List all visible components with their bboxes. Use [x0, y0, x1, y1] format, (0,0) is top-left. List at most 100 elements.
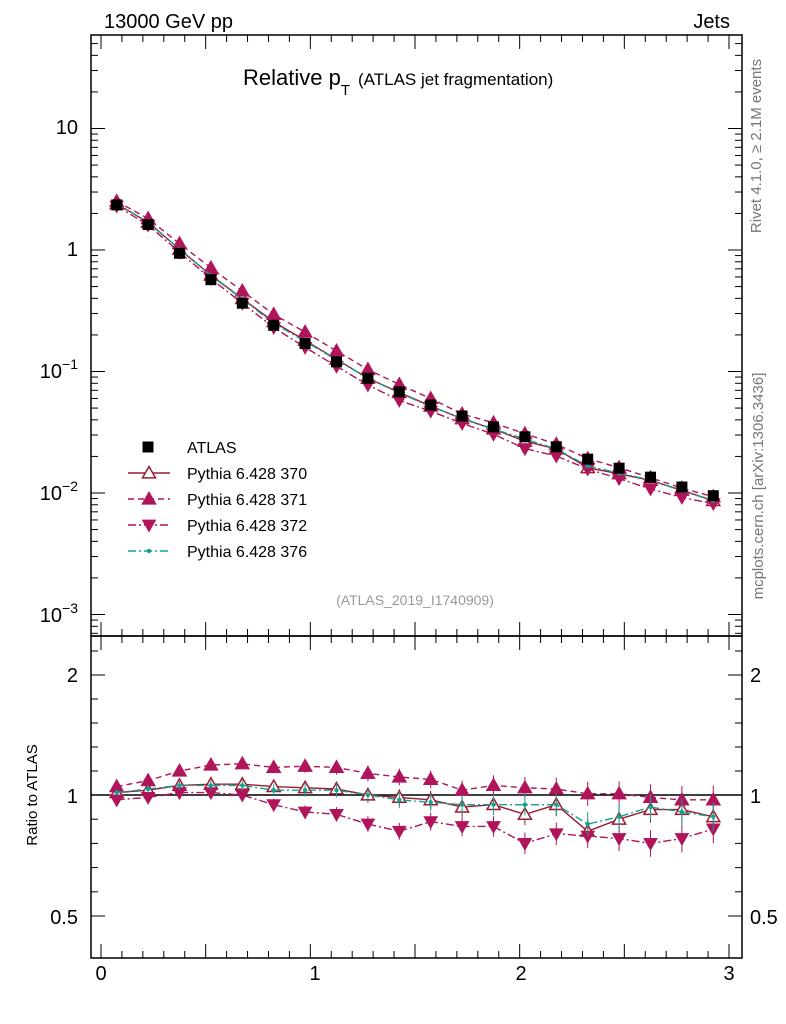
- ratio-marker-4: [711, 814, 716, 819]
- ratio-tick-label-1-left: 1: [67, 786, 78, 808]
- legend-label-2: Pythia 6.428 371: [187, 492, 307, 509]
- ratio-marker-3: [423, 816, 439, 830]
- main-marker-2: [171, 235, 188, 250]
- main-marker-3: [517, 443, 533, 457]
- ratio-marker-2: [328, 759, 345, 774]
- ratio-marker-2: [234, 755, 251, 770]
- ratio-marker-2: [611, 785, 627, 800]
- ratio-tick-label-1-right: 1: [750, 786, 761, 808]
- data-point-atlas: [645, 471, 656, 483]
- data-point-atlas: [174, 247, 185, 259]
- ratio-marker-3: [329, 808, 344, 822]
- data-point-atlas: [488, 421, 499, 433]
- ratio-marker-3: [454, 821, 470, 834]
- data-point-atlas: [550, 441, 562, 453]
- data-point-atlas: [268, 319, 280, 331]
- ratio-line-4: [116, 784, 714, 825]
- ratio-tick-label-2-left: 2: [67, 665, 78, 687]
- main-marker-2: [234, 282, 251, 297]
- ratio-marker-2: [485, 777, 502, 792]
- legend-label-4: Pythia 6.428 376: [187, 544, 307, 561]
- main-marker-3: [674, 492, 690, 505]
- legend-marker-4: [146, 548, 152, 554]
- ratio-marker-4: [616, 814, 622, 819]
- ratio-marker-4: [334, 788, 339, 793]
- ratio-line-2: [116, 763, 714, 801]
- ratio-marker-4: [522, 802, 528, 807]
- ratio-marker-2: [265, 759, 282, 774]
- data-point-atlas: [299, 338, 311, 350]
- legend-label-1: Pythia 6.428 370: [187, 466, 307, 483]
- ratio-marker-4: [145, 786, 151, 792]
- data-point-atlas: [582, 453, 594, 465]
- ratio-marker-4: [114, 790, 119, 795]
- ratio-line-3: [116, 791, 714, 845]
- ratio-marker-4: [491, 802, 496, 807]
- data-point-atlas: [393, 386, 405, 398]
- ratio-marker-4: [679, 809, 685, 815]
- legend-marker-3: [141, 519, 157, 533]
- y-tick-label-0.1: 10−1: [40, 356, 78, 383]
- ratio-marker-4: [459, 802, 465, 807]
- ratio-marker-2: [360, 765, 376, 780]
- x-tick-label-3: 3: [723, 963, 734, 985]
- main-marker-2: [265, 306, 282, 321]
- data-point-atlas: [707, 490, 719, 502]
- data-point-atlas: [331, 356, 342, 368]
- ratio-marker-3: [611, 833, 627, 847]
- ratio-marker-2: [140, 772, 156, 787]
- ratio-panel-frame: [90, 635, 743, 959]
- energy-label: 13000 GeV pp: [104, 11, 233, 33]
- main-series-group: [108, 193, 722, 512]
- ratio-marker-4: [240, 783, 245, 788]
- ratio-marker-3: [109, 794, 125, 808]
- ratio-marker-2: [171, 762, 188, 777]
- ratio-marker-4: [271, 788, 276, 793]
- ratio-marker-3: [266, 799, 282, 813]
- ratio-marker-2: [203, 756, 219, 771]
- data-point-atlas: [142, 219, 154, 231]
- axis-ticks: [91, 35, 742, 958]
- data-point-atlas: [236, 297, 248, 309]
- y-tick-label-10: 10: [56, 117, 78, 139]
- x-tick-label-0: 0: [95, 963, 106, 985]
- data-point-atlas: [519, 431, 531, 443]
- ratio-series-group: [108, 755, 722, 857]
- ratio-marker-4: [302, 788, 308, 793]
- ratio-marker-2: [391, 768, 408, 783]
- main-marker-4: [585, 463, 590, 469]
- y-tick-label-0.01: 10−2: [40, 478, 78, 505]
- data-point-atlas: [362, 372, 374, 384]
- ratio-marker-4: [428, 800, 433, 805]
- ratio-marker-4: [554, 802, 559, 807]
- ratio-marker-4: [397, 797, 402, 803]
- analysis-label: (ATLAS_2019_I1740909): [336, 592, 494, 608]
- main-line-4: [116, 203, 714, 502]
- x-tick-label-1: 1: [309, 963, 320, 985]
- ratio-ylabel: Ratio to ATLAS: [24, 744, 41, 845]
- x-tick-label-2: 2: [515, 963, 526, 985]
- y-tick-label-0.001: 10−3: [40, 600, 78, 627]
- data-point-atlas: [613, 462, 625, 474]
- ratio-marker-3: [674, 833, 690, 847]
- chart-title: Relative pT (ATLAS jet fragmentation): [243, 65, 553, 99]
- ratio-marker-3: [360, 818, 376, 832]
- ratio-marker-2: [297, 758, 313, 772]
- main-marker-2: [328, 342, 345, 357]
- ratio-tick-label-0.5-left: 0.5: [50, 907, 78, 929]
- y-tick-label-1: 1: [67, 239, 78, 261]
- ratio-marker-3: [140, 792, 156, 805]
- main-marker-2: [360, 361, 376, 376]
- legend-label-atlas: ATLAS: [187, 440, 237, 457]
- rivet-label: Rivet 4.1.0, ≥ 2.1M events: [748, 59, 765, 233]
- ratio-marker-2: [454, 782, 470, 796]
- ratio-marker-4: [365, 792, 371, 798]
- ratio-tick-label-0.5-right: 0.5: [750, 907, 778, 929]
- data-point-atlas: [111, 199, 123, 211]
- ratio-marker-3: [486, 821, 501, 834]
- ratio-marker-3: [517, 838, 533, 851]
- data-point-atlas: [205, 274, 217, 286]
- legend-marker-1: [141, 464, 157, 479]
- ratio-marker-4: [648, 804, 653, 810]
